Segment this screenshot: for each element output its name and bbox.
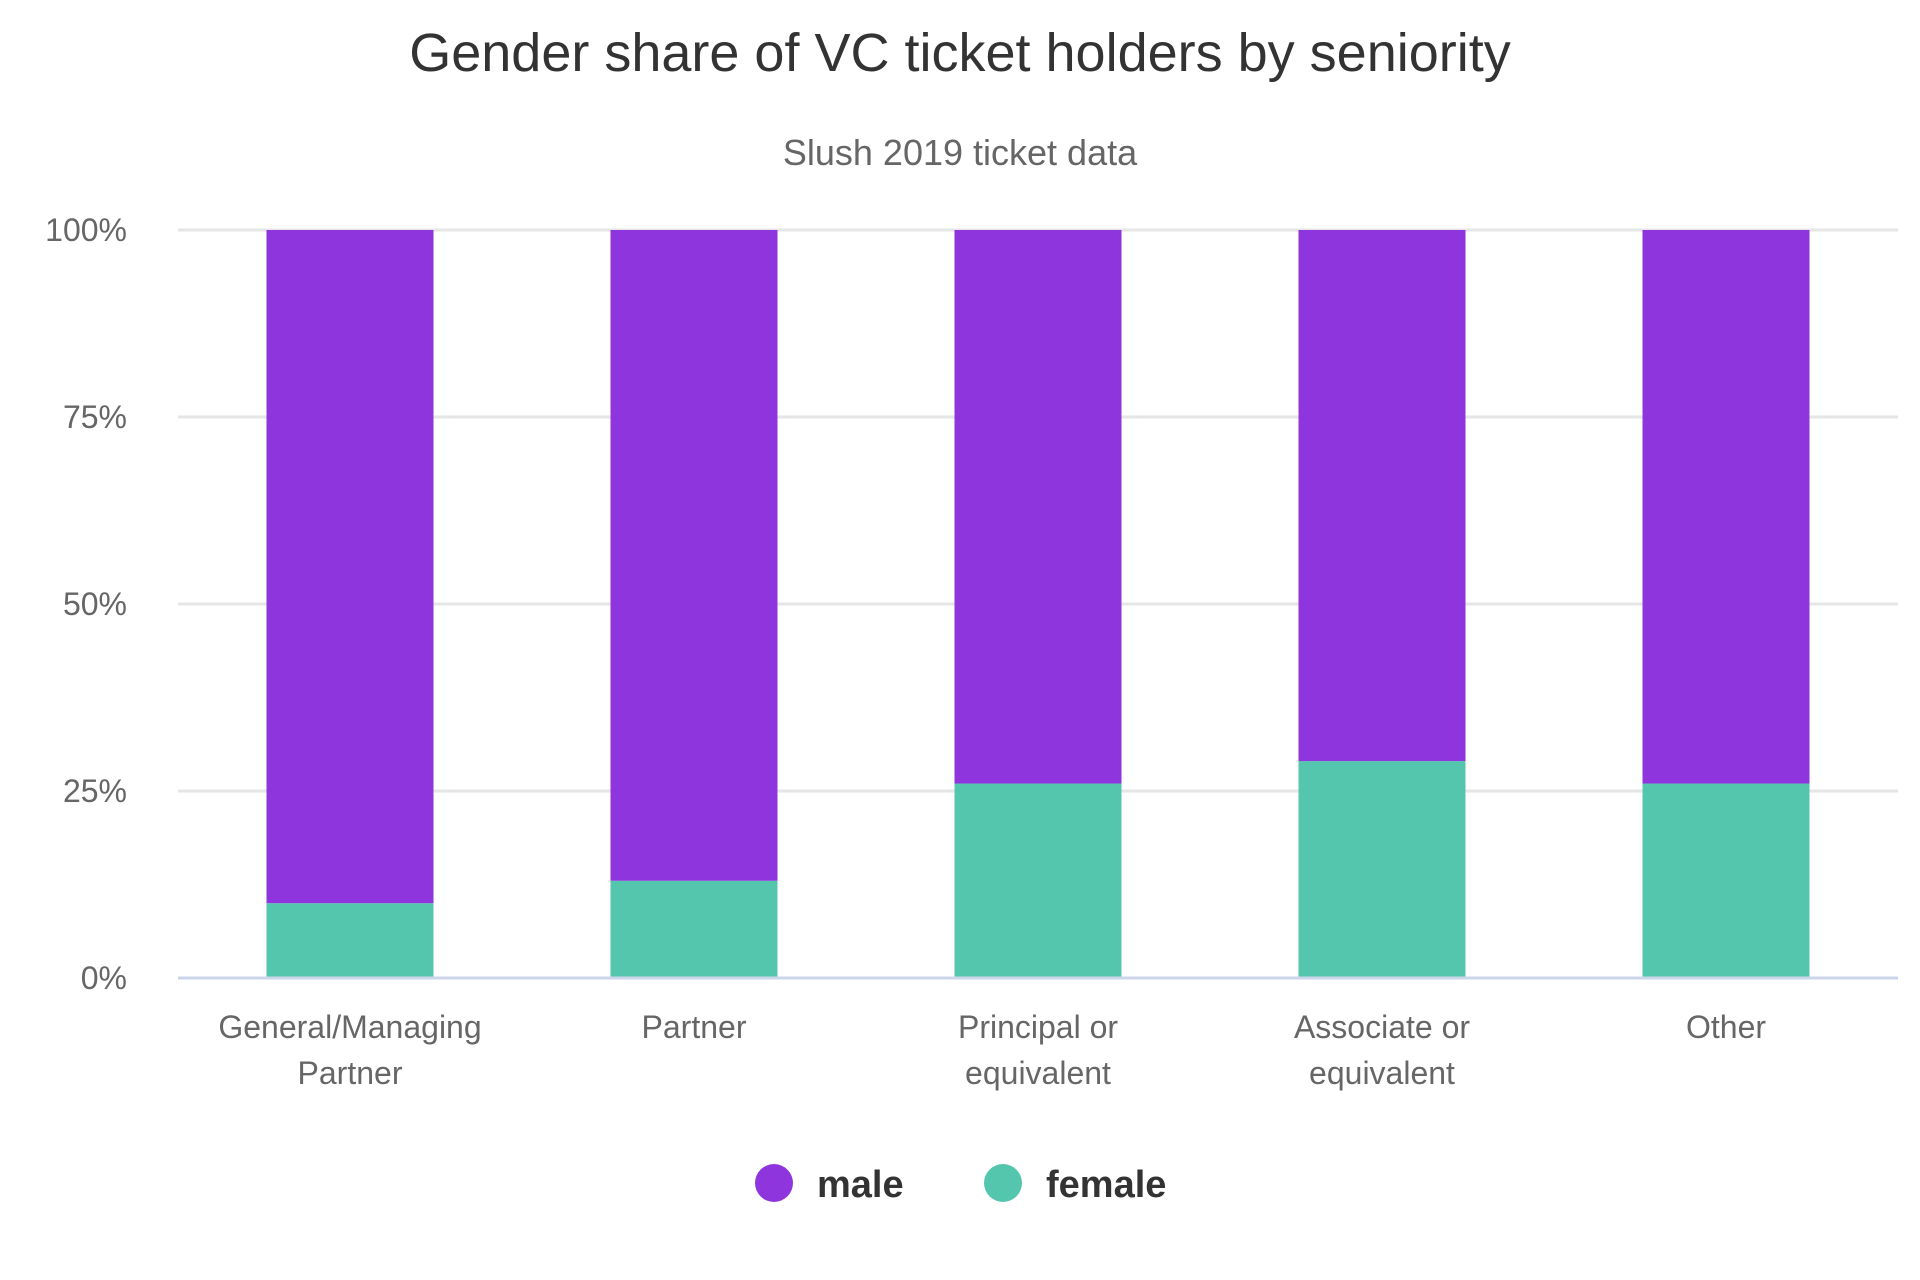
bar-female[interactable] [610, 880, 778, 978]
legend-label: female [1046, 1164, 1166, 1206]
x-axis-ticks: General/Managing Partner Partner Principal … [218, 1009, 1766, 1091]
bar-female[interactable] [1642, 783, 1810, 978]
bar-male[interactable] [266, 230, 434, 904]
bar-female[interactable] [266, 903, 434, 978]
bar-male[interactable] [954, 230, 1122, 784]
bar-male[interactable] [610, 230, 778, 881]
y-tick-label: 75% [63, 399, 127, 435]
y-tick-label: 0% [81, 960, 127, 996]
bar-female[interactable] [954, 783, 1122, 978]
bar-male[interactable] [1642, 230, 1810, 784]
x-tick-label: Partner [642, 1009, 747, 1045]
legend-item-female[interactable]: female [984, 1164, 1166, 1206]
y-tick-label: 25% [63, 773, 127, 809]
y-tick-label: 50% [63, 586, 127, 622]
legend-marker [755, 1164, 793, 1202]
chart-subtitle: Slush 2019 ticket data [782, 132, 1138, 173]
legend-label: male [817, 1164, 904, 1206]
x-tick-label: Principal or equivalent [958, 1009, 1118, 1091]
bar-male[interactable] [1298, 230, 1466, 762]
bar-female[interactable] [1298, 761, 1466, 978]
legend-item-male[interactable]: male [755, 1164, 904, 1206]
x-tick-label: Associate or equivalent [1294, 1009, 1470, 1091]
chart-title: Gender share of VC ticket holders by sen… [409, 23, 1511, 83]
bars [266, 230, 1810, 978]
x-tick-label: General/Managing Partner [218, 1009, 481, 1091]
y-axis-ticks: 0% 25% 50% 75% 100% [45, 212, 127, 996]
y-tick-label: 100% [45, 212, 127, 248]
x-tick-label: Other [1686, 1009, 1766, 1045]
legend-marker [984, 1164, 1022, 1202]
legend[interactable]: male female [755, 1164, 1166, 1206]
